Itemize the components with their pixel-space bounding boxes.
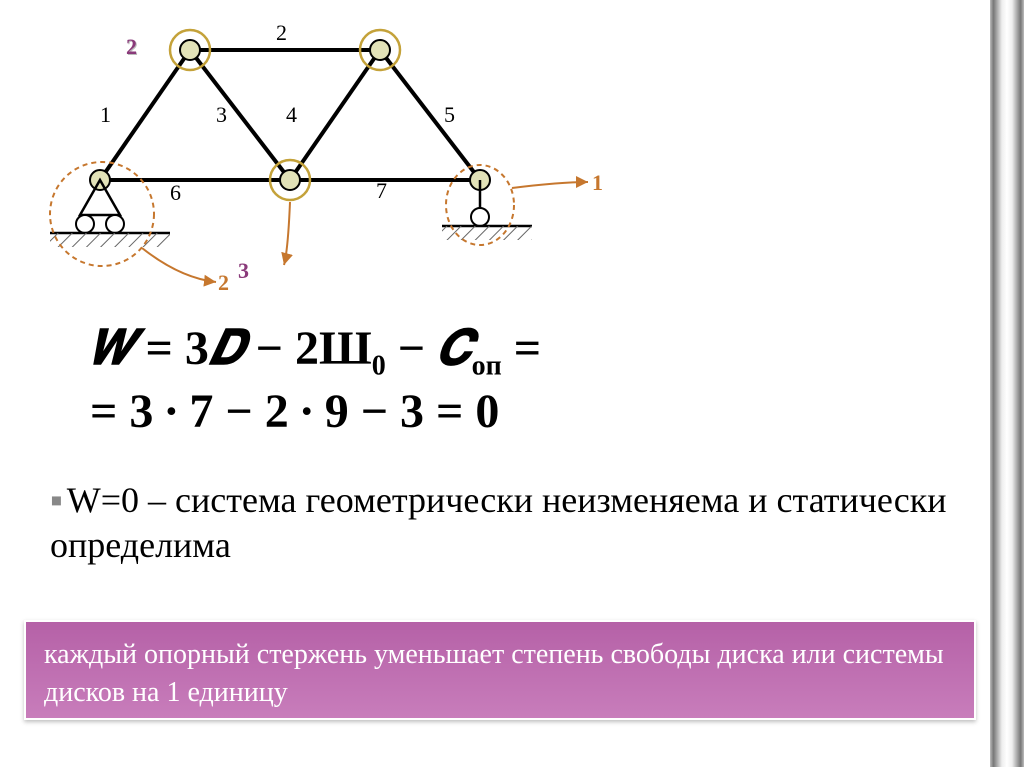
equation: 𝑾 = 3𝑫 − 2Ш0 − 𝑪оп = = 3 ∙ 7 − 2 ∙ 9 − 3… [90,320,541,441]
hinge-label-3: 3 [238,258,249,284]
bar-label-7: 7 [376,178,387,204]
bar-label-4: 4 [286,102,297,128]
bar-label-6: 6 [170,180,181,206]
footnote-box: каждый опорный стержень уменьшает степен… [24,620,976,720]
body-line: W=0 – система геометрически неизменяема … [50,480,946,565]
eq-line1: 𝑾 = 3𝑫 − 2Ш0 − 𝑪оп = [90,322,541,375]
side-decor [990,0,1024,767]
hinge-label-2t: 2 [126,34,137,60]
support-label-2: 2 [218,270,229,296]
footnote-text: каждый опорный стержень уменьшает степен… [44,639,944,708]
bar-label-2: 2 [276,20,287,46]
eq-line2: = 3 ∙ 7 − 2 ∙ 9 − 3 = 0 [90,385,499,438]
bar-label-5: 5 [444,102,455,128]
support-label-1: 1 [592,170,603,196]
body-text: ▪W=0 – система геометрически неизменяема… [50,478,970,568]
truss-diagram: 1 2 3 4 5 6 7 2 3 1 2 [40,10,660,300]
bar-label-1: 1 [100,102,111,128]
bar-label-3: 3 [216,102,227,128]
bullet-icon: ▪ [50,480,63,520]
